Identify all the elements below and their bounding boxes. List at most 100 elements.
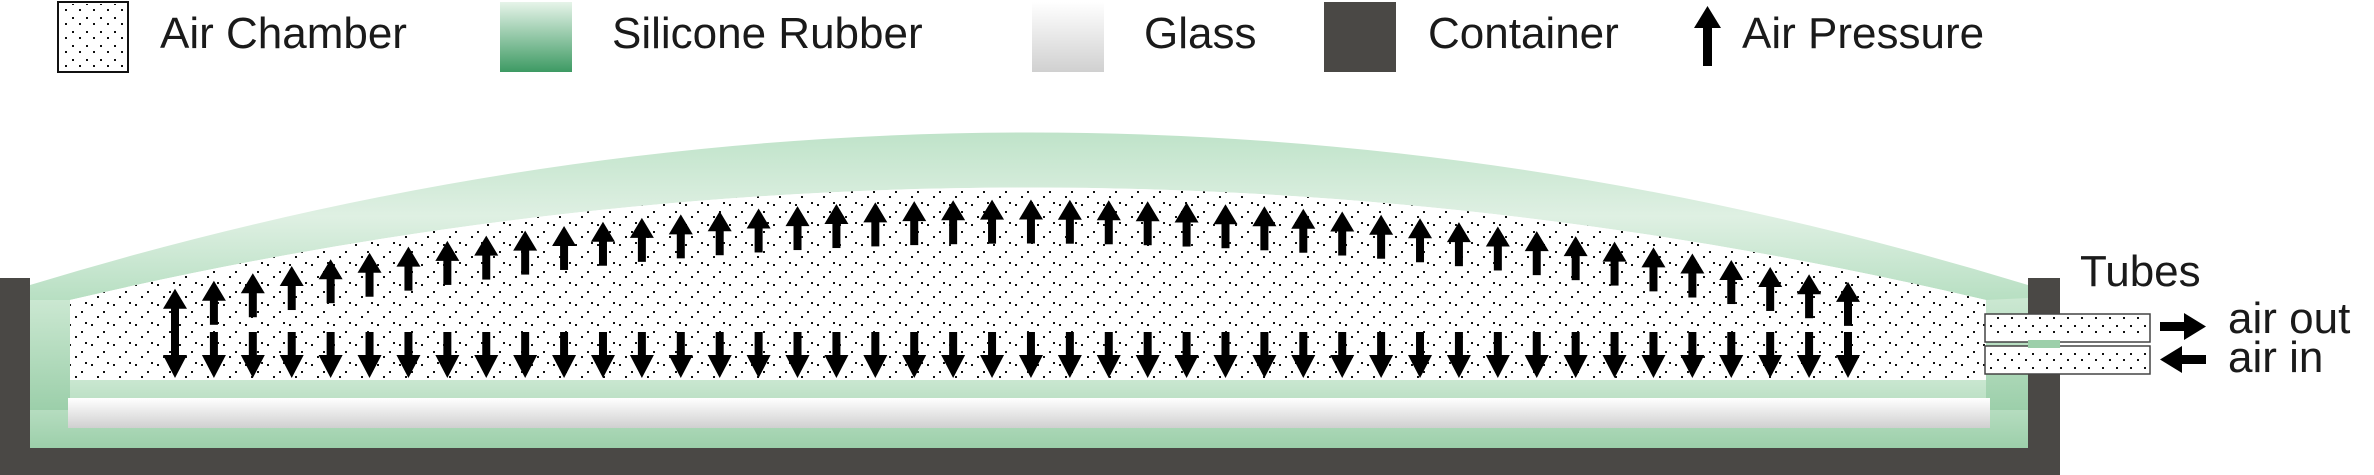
pressure-arrow-down: [1369, 332, 1394, 378]
pressure-arrow-down: [1057, 332, 1082, 378]
pressure-arrow-down: [513, 332, 538, 378]
pressure-arrow-up: [1135, 201, 1160, 246]
pressure-arrow-down: [435, 332, 460, 378]
pressure-arrow-down: [1797, 332, 1822, 378]
pressure-arrow-down: [824, 332, 849, 378]
pressure-arrow-up: [1602, 241, 1627, 286]
legend-label-air-chamber: Air Chamber: [160, 9, 407, 58]
container-swatch: [1324, 2, 1396, 72]
pressure-arrow-up: [318, 259, 343, 304]
pressure-arrow-down: [357, 332, 382, 378]
legend-label-air-pressure: Air Pressure: [1742, 9, 1984, 58]
pressure-arrow-up: [1330, 211, 1355, 256]
pressure-arrow-down: [1330, 332, 1355, 378]
container: [0, 278, 2060, 475]
pressure-arrow-up: [1252, 206, 1277, 251]
pressure-arrow-down: [980, 332, 1005, 378]
pressure-arrow-up: [1174, 202, 1199, 247]
pressure-arrow-up: [513, 230, 538, 275]
pressure-arrow-down: [474, 332, 499, 378]
glass-plate: [68, 398, 1990, 428]
pressure-arrow-up: [785, 206, 810, 251]
pressure-arrow-down: [396, 332, 421, 378]
pressure-arrow-down: [902, 332, 927, 378]
pressure-arrow-up: [1680, 253, 1705, 298]
right-arrow-icon: [2160, 313, 2206, 340]
pressure-arrow-down: [279, 332, 304, 378]
pressure-arrow-down: [629, 332, 654, 378]
pressure-arrow-up: [396, 246, 421, 291]
air-chamber-dots: [70, 187, 1986, 380]
silicone-dome-membrane: [30, 132, 2028, 300]
pressure-arrow-down: [1408, 332, 1433, 378]
pressure-arrow-down: [318, 332, 343, 378]
pressure-arrow-up: [1369, 214, 1394, 259]
left-arrow-icon: [2160, 346, 2206, 373]
pressure-arrow-down: [1213, 332, 1238, 378]
pressure-arrow-up: [824, 204, 849, 249]
downward-pressure-arrows: [163, 332, 1860, 378]
pressure-arrow-up: [474, 235, 499, 280]
legend-item-container: Container: [1324, 2, 1619, 72]
pressure-arrow-down: [590, 332, 615, 378]
up-arrow-icon: [1694, 6, 1721, 66]
upward-pressure-arrows: [163, 199, 1860, 333]
pressure-arrow-up: [1057, 199, 1082, 244]
pressure-arrow-down: [1485, 332, 1510, 378]
pressure-arrow-up: [629, 217, 654, 262]
legend-item-glass: Glass: [1032, 2, 1256, 72]
pressure-arrow-down: [1836, 332, 1860, 378]
pressure-arrow-up: [1408, 218, 1433, 263]
pressure-arrow-down: [1018, 332, 1043, 378]
pressure-arrow-down: [552, 332, 577, 378]
legend-label-silicone-rubber: Silicone Rubber: [612, 9, 923, 58]
pressure-arrow-up: [357, 252, 382, 297]
pressure-arrow-down: [785, 332, 810, 378]
legend-item-air-pressure: Air Pressure: [1694, 6, 1984, 66]
legend: Air Chamber Silicone Rubber Glass Contai…: [57, 1, 1984, 73]
pressure-arrow-up: [746, 208, 771, 253]
pressure-arrow-down: [1252, 332, 1277, 378]
pressure-arrow-up: [163, 288, 187, 333]
pressure-arrow-up: [863, 202, 888, 247]
pressure-arrow-up: [201, 280, 226, 325]
pressure-arrow-up: [1291, 208, 1316, 253]
pressure-arrow-up: [1719, 260, 1744, 305]
tubes-label: Tubes: [2080, 247, 2201, 296]
pressure-arrow-up: [1213, 204, 1238, 249]
pressure-arrow-down: [1291, 332, 1316, 378]
pressure-arrow-down: [1680, 332, 1705, 378]
pressure-arrow-down: [707, 332, 732, 378]
pressure-arrow-up: [1758, 266, 1783, 311]
glass-swatch: [1032, 2, 1104, 72]
pressure-arrow-up: [902, 201, 927, 246]
pressure-arrow-down: [240, 332, 265, 378]
legend-item-air-chamber: Air Chamber: [57, 1, 407, 73]
pressure-arrow-down: [1719, 332, 1744, 378]
pressure-arrow-up: [240, 273, 265, 318]
pressure-arrow-down: [1174, 332, 1199, 378]
pressure-arrow-down: [1563, 332, 1588, 378]
pressure-arrow-down: [746, 332, 771, 378]
pressure-arrow-up: [1563, 236, 1588, 281]
pressure-arrow-up: [941, 200, 966, 245]
pressure-arrow-up: [435, 240, 460, 285]
pressure-arrow-down: [1758, 332, 1783, 378]
air-in-label: air in: [2228, 333, 2323, 382]
pressure-arrow-down: [668, 332, 693, 378]
pressure-arrow-up: [1446, 222, 1471, 267]
pressure-arrow-up: [279, 266, 304, 311]
pressure-arrow-down: [863, 332, 888, 378]
pressure-arrow-down: [1446, 332, 1471, 378]
pressure-arrow-up: [590, 221, 615, 266]
legend-label-container: Container: [1428, 9, 1619, 58]
pressure-arrow-up: [668, 214, 693, 259]
tubes: [1984, 313, 2151, 375]
pressure-arrow-up: [1797, 274, 1822, 319]
pressure-arrow-down: [1641, 332, 1666, 378]
air-out-label: air out: [2228, 294, 2350, 343]
pressure-arrow-up: [1524, 231, 1549, 276]
legend-item-silicone-rubber: Silicone Rubber: [500, 2, 923, 72]
pressure-arrow-down: [1096, 332, 1121, 378]
legend-label-glass: Glass: [1144, 9, 1256, 58]
